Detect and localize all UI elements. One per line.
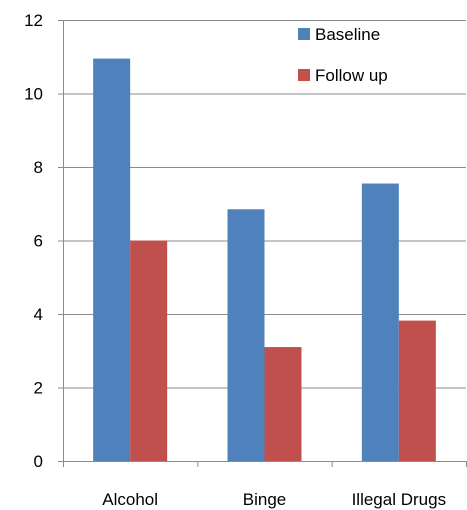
y-tick-label: 6 <box>34 232 43 251</box>
bar-follow-up-illegal-drugs <box>398 320 436 461</box>
y-tick-label: 4 <box>34 305 43 324</box>
bar-baseline-binge <box>227 209 265 461</box>
x-category-label: Binge <box>243 490 286 509</box>
axes <box>58 20 467 467</box>
x-category-labels: Alcohol Binge Illegal Drugs <box>102 490 446 509</box>
bar-baseline-illegal-drugs <box>361 183 399 461</box>
legend: Baseline Follow up <box>298 25 388 85</box>
y-tick-label: 2 <box>34 379 43 398</box>
legend-label: Follow up <box>315 66 388 85</box>
bar-follow-up-alcohol <box>130 240 168 461</box>
bar-follow-up-binge <box>264 347 302 461</box>
y-tick-label: 0 <box>34 452 43 471</box>
bar-baseline-alcohol <box>93 58 131 462</box>
legend-swatch <box>298 28 310 40</box>
y-tick-label: 10 <box>24 85 43 104</box>
x-category-label: Alcohol <box>102 490 158 509</box>
y-tick-labels: 0 2 4 6 8 10 12 <box>24 11 43 471</box>
y-tick-label: 8 <box>34 158 43 177</box>
y-tick-label: 12 <box>24 11 43 30</box>
x-category-label: Illegal Drugs <box>352 490 447 509</box>
legend-swatch <box>298 69 310 81</box>
bars <box>93 58 436 462</box>
legend-label: Baseline <box>315 25 380 44</box>
